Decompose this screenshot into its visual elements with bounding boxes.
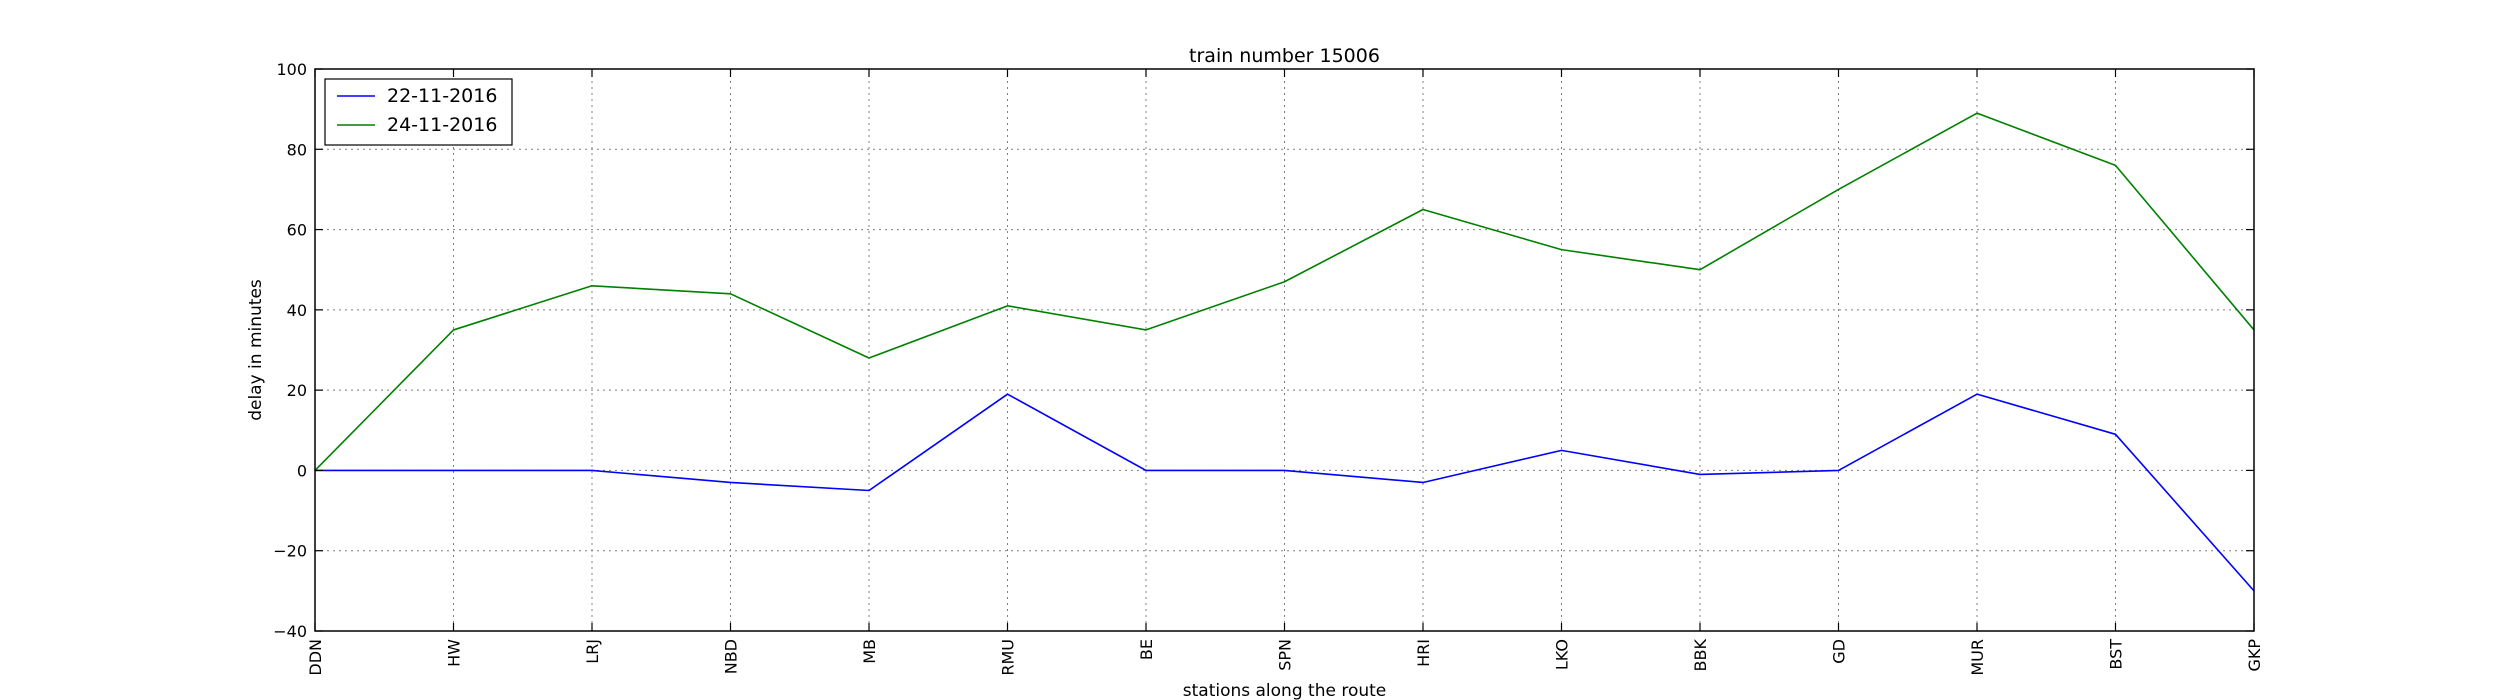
chart-title: train number 15006 (1189, 45, 1380, 67)
x-tick-label: GKP (2245, 639, 2264, 672)
x-tick-label: MUR (1968, 639, 1987, 676)
x-tick-label: HW (445, 639, 464, 667)
x-tick-labels: DDN HW LRJ NBD MB RMU BE SPN HRI LKO BBK GD MUR BST GK… (306, 639, 2264, 676)
x-tick-label: BST (2107, 639, 2126, 670)
x-tick-label: NBD (722, 639, 741, 674)
y-tick-label: −40 (273, 622, 307, 641)
y-tick-label: 40 (287, 301, 307, 320)
legend-label: 22-11-2016 (387, 85, 497, 107)
y-tick-label: 0 (297, 461, 307, 480)
x-tick-label: HRI (1414, 639, 1433, 667)
x-tick-label: GD (1830, 639, 1849, 664)
x-tick-label: DDN (306, 639, 325, 676)
x-tick-label: LKO (1553, 639, 1572, 670)
grid-lines (314, 68, 2255, 632)
y-tick-labels: −40 −20 0 20 40 60 80 100 (273, 60, 307, 641)
x-tick-label: LRJ (583, 639, 602, 664)
x-tick-label: BBK (1691, 639, 1710, 672)
y-tick-label: 100 (276, 60, 307, 79)
series-lines (314, 112, 2255, 592)
x-tick-label: BE (1137, 639, 1156, 660)
series-line-24-11-2016 (314, 112, 2255, 471)
legend: 22-11-2016 24-11-2016 (324, 78, 513, 146)
x-tick-label: SPN (1276, 639, 1295, 671)
y-tick-label: 80 (287, 140, 307, 159)
y-tick-label: 60 (287, 221, 307, 240)
series-line-22-11-2016 (315, 393, 2255, 592)
x-tick-label: MB (860, 639, 879, 664)
x-axis-label: stations along the route (1183, 681, 1387, 700)
x-tick-label: RMU (999, 639, 1018, 676)
y-axis-label: delay in minutes (246, 279, 266, 421)
legend-box (324, 78, 513, 146)
axis-ticks (314, 68, 2255, 632)
legend-label: 24-11-2016 (387, 114, 497, 136)
y-tick-label: −20 (273, 542, 307, 561)
y-tick-label: 20 (287, 381, 307, 400)
